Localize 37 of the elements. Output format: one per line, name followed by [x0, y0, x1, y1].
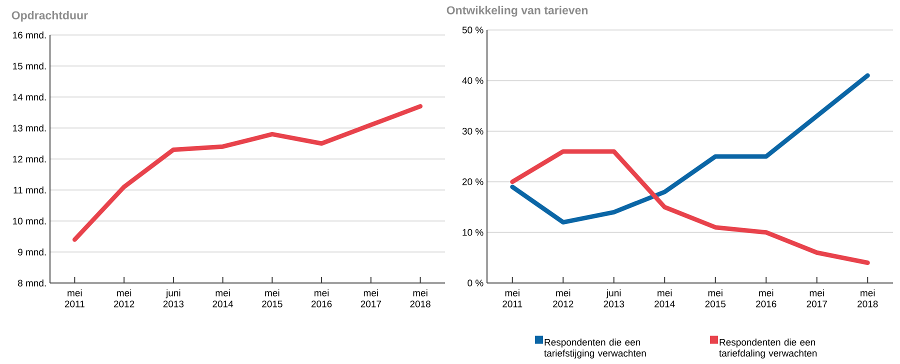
x-tick-label: mei 2016	[311, 289, 332, 308]
y-tick-label: 0 %	[468, 280, 484, 286]
y-tick-label: 8 mnd.	[18, 280, 46, 286]
x-tick-label: mei 2015	[262, 289, 282, 308]
y-tick-label: 9 mnd.	[18, 248, 46, 256]
x-tick-label: mei 2017	[806, 289, 827, 308]
y-tick-label: 20 %	[462, 178, 484, 186]
x-tick-label: mei 2011	[502, 289, 522, 308]
x-tick-label: mei 2018	[858, 289, 878, 308]
y-tick-label: 30 %	[462, 128, 484, 135]
legend-label: Respondenten die een tariefstijging verwachten	[544, 338, 646, 358]
y-tick-label: 12 mnd.	[13, 156, 46, 162]
y-tick-label: 15 mnd.	[13, 62, 46, 70]
y-tick-label: 10 mnd.	[13, 218, 46, 224]
y-tick-label: 16 mnd.	[13, 32, 46, 38]
x-tick-label: mei 2011	[64, 289, 84, 308]
legend-label: Respondenten die een tariefdaling verwachten	[719, 338, 817, 358]
line-series	[510, 149, 870, 266]
x-tick-label: mei 2012	[114, 289, 134, 308]
x-tick-label: mei 2016	[756, 289, 776, 308]
y-tick-label: 10 %	[462, 229, 484, 236]
y-tick-label: 40 %	[462, 77, 484, 84]
chart-title: Opdrachtduur	[12, 10, 88, 22]
chart-title: Ontwikkeling van tarieven	[446, 6, 588, 17]
x-tick-label: juni 2013	[163, 289, 184, 308]
x-tick-label: mei 2012	[553, 289, 574, 308]
y-tick-label: 13 mnd.	[13, 124, 46, 132]
x-tick-label: mei 2014	[212, 289, 234, 308]
x-tick-label: mei 2015	[705, 289, 726, 308]
y-tick-label: 11 mnd.	[14, 186, 46, 194]
x-tick-label: mei 2018	[410, 289, 430, 308]
x-tick-label: mei 2017	[360, 289, 382, 308]
x-tick-label: mei 2014	[654, 289, 675, 308]
line-series	[72, 104, 423, 242]
x-tick-label: juni 2013	[604, 289, 624, 308]
y-tick-label: 50 %	[462, 26, 484, 34]
y-tick-label: 14 mnd.	[13, 94, 46, 100]
